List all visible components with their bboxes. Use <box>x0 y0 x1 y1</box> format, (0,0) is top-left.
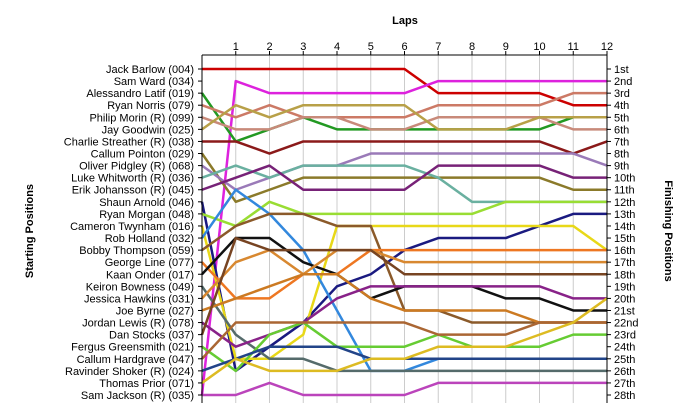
driver-label: Thomas Prior (071) <box>99 378 194 390</box>
x-tick-label: 2 <box>266 41 272 53</box>
driver-label: Sam Jackson (R) (035) <box>81 390 194 402</box>
driver-label: Erik Johansson (R) (045) <box>72 185 194 197</box>
y-axis-label-right: Finishing Positions <box>662 180 674 281</box>
series-line-11 <box>201 164 607 191</box>
driver-label: Sam Ward (034) <box>114 76 194 88</box>
series-line-23 <box>200 236 607 336</box>
driver-label: Jack Barlow (004) <box>106 64 194 76</box>
finishing-label: 20th <box>614 293 635 305</box>
starting-positions-labels: Jack Barlow (004)Sam Ward (034)Alessandr… <box>64 64 194 402</box>
driver-label: Jessica Hawkins (031) <box>84 293 194 305</box>
finishing-label: 11th <box>614 185 635 197</box>
y-axis-label-left: Starting Positions <box>24 184 36 278</box>
finishing-label: 18th <box>614 269 635 281</box>
finishing-label: 24th <box>614 342 635 354</box>
finishing-label: 5th <box>614 112 629 124</box>
x-tick-label: 6 <box>401 41 407 53</box>
driver-label: Bobby Thompson (059) <box>79 245 194 257</box>
driver-label: Luke Whitworth (R) (036) <box>71 173 194 185</box>
driver-label: Joe Byrne (027) <box>116 305 194 317</box>
grid-lines <box>235 55 574 403</box>
finishing-label: 21st <box>614 305 635 317</box>
finishing-label: 12th <box>614 197 635 209</box>
driver-label: Alessandro Latif (019) <box>86 88 194 100</box>
chart-axes <box>198 51 611 403</box>
finishing-label: 10th <box>614 173 635 185</box>
driver-label: Callum Hardgrave (047) <box>77 354 194 366</box>
driver-label: Philip Morin (R) (099) <box>89 112 194 124</box>
x-tick-label: 4 <box>334 41 340 53</box>
finishing-label: 16th <box>614 245 635 257</box>
driver-label: Fergus Greensmith (021) <box>71 342 194 354</box>
finishing-label: 1st <box>614 64 629 76</box>
driver-label: Rob Holland (032) <box>105 233 194 245</box>
driver-label: Jay Goodwin (025) <box>102 124 194 136</box>
series-line-2 <box>200 79 607 396</box>
driver-label: Charlie Streather (R) (038) <box>64 136 194 148</box>
x-tick-label: 12 <box>601 41 613 53</box>
driver-label: Oliver Pidgley (R) (068) <box>79 161 194 173</box>
driver-label: George Line (077) <box>105 257 194 269</box>
finishing-label: 26th <box>614 366 635 378</box>
x-tick-label: 11 <box>568 41 579 53</box>
finishing-label: 14th <box>614 221 635 233</box>
finishing-label: 17th <box>614 257 635 269</box>
finishing-label: 3rd <box>614 88 630 100</box>
finishing-label: 8th <box>614 149 629 161</box>
driver-label: Shaun Arnold (046) <box>99 197 194 209</box>
series-line-28 <box>202 381 607 397</box>
x-tick-label: 10 <box>533 41 545 53</box>
finishing-label: 4th <box>614 100 629 112</box>
finishing-label: 23rd <box>614 330 636 342</box>
finishing-label: 15th <box>614 233 635 245</box>
finishing-label: 7th <box>614 136 629 148</box>
driver-label: Ryan Morgan (048) <box>99 209 194 221</box>
driver-label: Ryan Norris (079) <box>107 100 194 112</box>
series-line-7 <box>202 140 608 155</box>
driver-label: Kaan Onder (017) <box>106 269 194 281</box>
x-tick-label: 7 <box>435 41 441 53</box>
series-line-19 <box>200 285 607 373</box>
x-axis-ticks: 1 2 3 4 5 6 7 8 9 10 11 12 <box>233 41 613 53</box>
finishing-label: 6th <box>614 124 629 136</box>
series-line-13 <box>201 200 607 228</box>
series-line-17 <box>201 248 607 300</box>
driver-label: Keiron Bowness (049) <box>86 281 194 293</box>
series-line-8 <box>200 152 607 204</box>
x-tick-label: 8 <box>469 41 475 53</box>
finishing-label: 27th <box>614 378 635 390</box>
series-line-25 <box>201 321 607 360</box>
series-line-24 <box>201 321 607 373</box>
driver-label: Callum Pointon (029) <box>91 149 194 161</box>
finishing-label: 25th <box>614 354 635 366</box>
finishing-label: 22nd <box>614 318 638 330</box>
chart-title: Laps <box>392 15 418 27</box>
driver-label: Ravinder Shoker (R) (024) <box>65 366 194 378</box>
series-lines <box>200 67 608 397</box>
driver-label: Jordan Lewis (R) (078) <box>82 318 194 330</box>
finishing-label: 28th <box>614 390 635 402</box>
finishing-label: 2nd <box>614 76 632 88</box>
driver-label: Dan Stocks (037) <box>109 330 194 342</box>
series-line-1 <box>202 67 607 107</box>
finishing-label: 13th <box>614 209 635 221</box>
finishing-label: 9th <box>614 161 629 173</box>
series-line-6 <box>201 103 607 131</box>
finishing-label: 19th <box>614 281 635 293</box>
x-tick-label: 5 <box>368 41 374 53</box>
x-tick-label: 3 <box>300 41 306 53</box>
finishing-positions-labels: 1st2nd3rd4th5th6th7th8th9th10th11th12th1… <box>614 64 638 402</box>
x-tick-label: 1 <box>233 41 239 53</box>
series-line-27 <box>201 297 608 384</box>
driver-label: Cameron Twynham (016) <box>70 221 194 233</box>
x-tick-label: 9 <box>503 41 509 53</box>
series-line-4 <box>201 91 607 119</box>
